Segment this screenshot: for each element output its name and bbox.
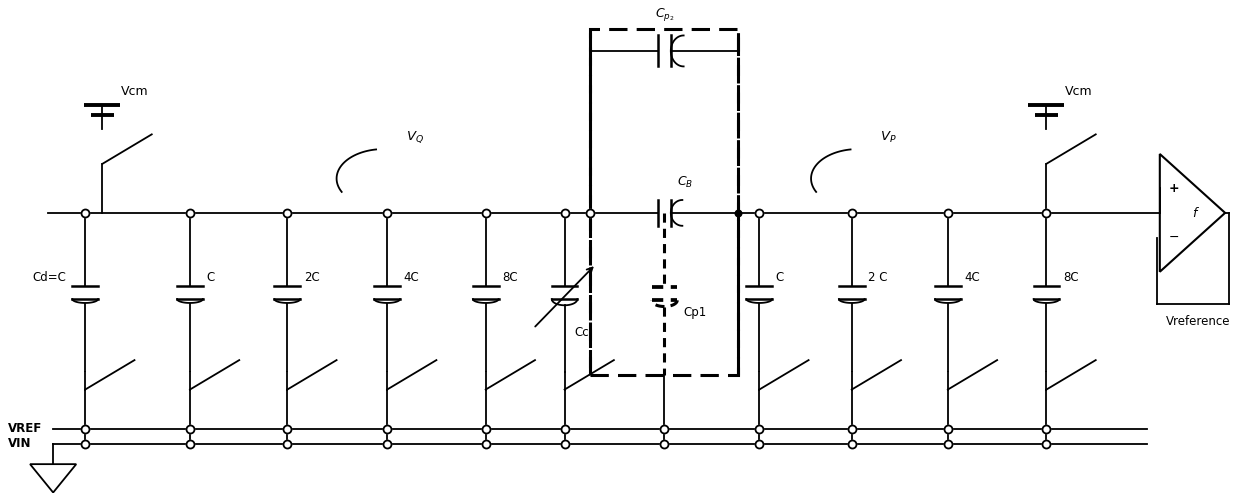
Text: $V_P$: $V_P$ xyxy=(880,130,897,145)
Text: C: C xyxy=(207,271,215,284)
Text: C: C xyxy=(776,271,784,284)
Text: 4C: 4C xyxy=(404,271,419,284)
Text: 2C: 2C xyxy=(304,271,320,284)
Text: Vcm: Vcm xyxy=(122,84,149,97)
Text: $C_{p_2}$: $C_{p_2}$ xyxy=(655,6,675,23)
Bar xyxy=(590,29,738,375)
Text: VIN: VIN xyxy=(7,437,31,450)
Text: VREF: VREF xyxy=(7,422,42,435)
Text: Cc: Cc xyxy=(574,326,589,339)
Text: +: + xyxy=(1168,182,1179,195)
Text: 8C: 8C xyxy=(1063,271,1079,284)
Text: 2 C: 2 C xyxy=(868,271,888,284)
Text: −: − xyxy=(1168,231,1179,244)
Text: Vreference: Vreference xyxy=(1167,315,1231,328)
Text: $C_B$: $C_B$ xyxy=(677,175,693,190)
Text: 4C: 4C xyxy=(965,271,980,284)
Text: Cp1: Cp1 xyxy=(683,306,707,319)
Text: $V_Q$: $V_Q$ xyxy=(405,129,424,145)
Text: $f$: $f$ xyxy=(1192,206,1200,220)
Text: Vcm: Vcm xyxy=(1065,84,1092,97)
Text: 8C: 8C xyxy=(502,271,518,284)
Text: Cd=C: Cd=C xyxy=(32,271,66,284)
